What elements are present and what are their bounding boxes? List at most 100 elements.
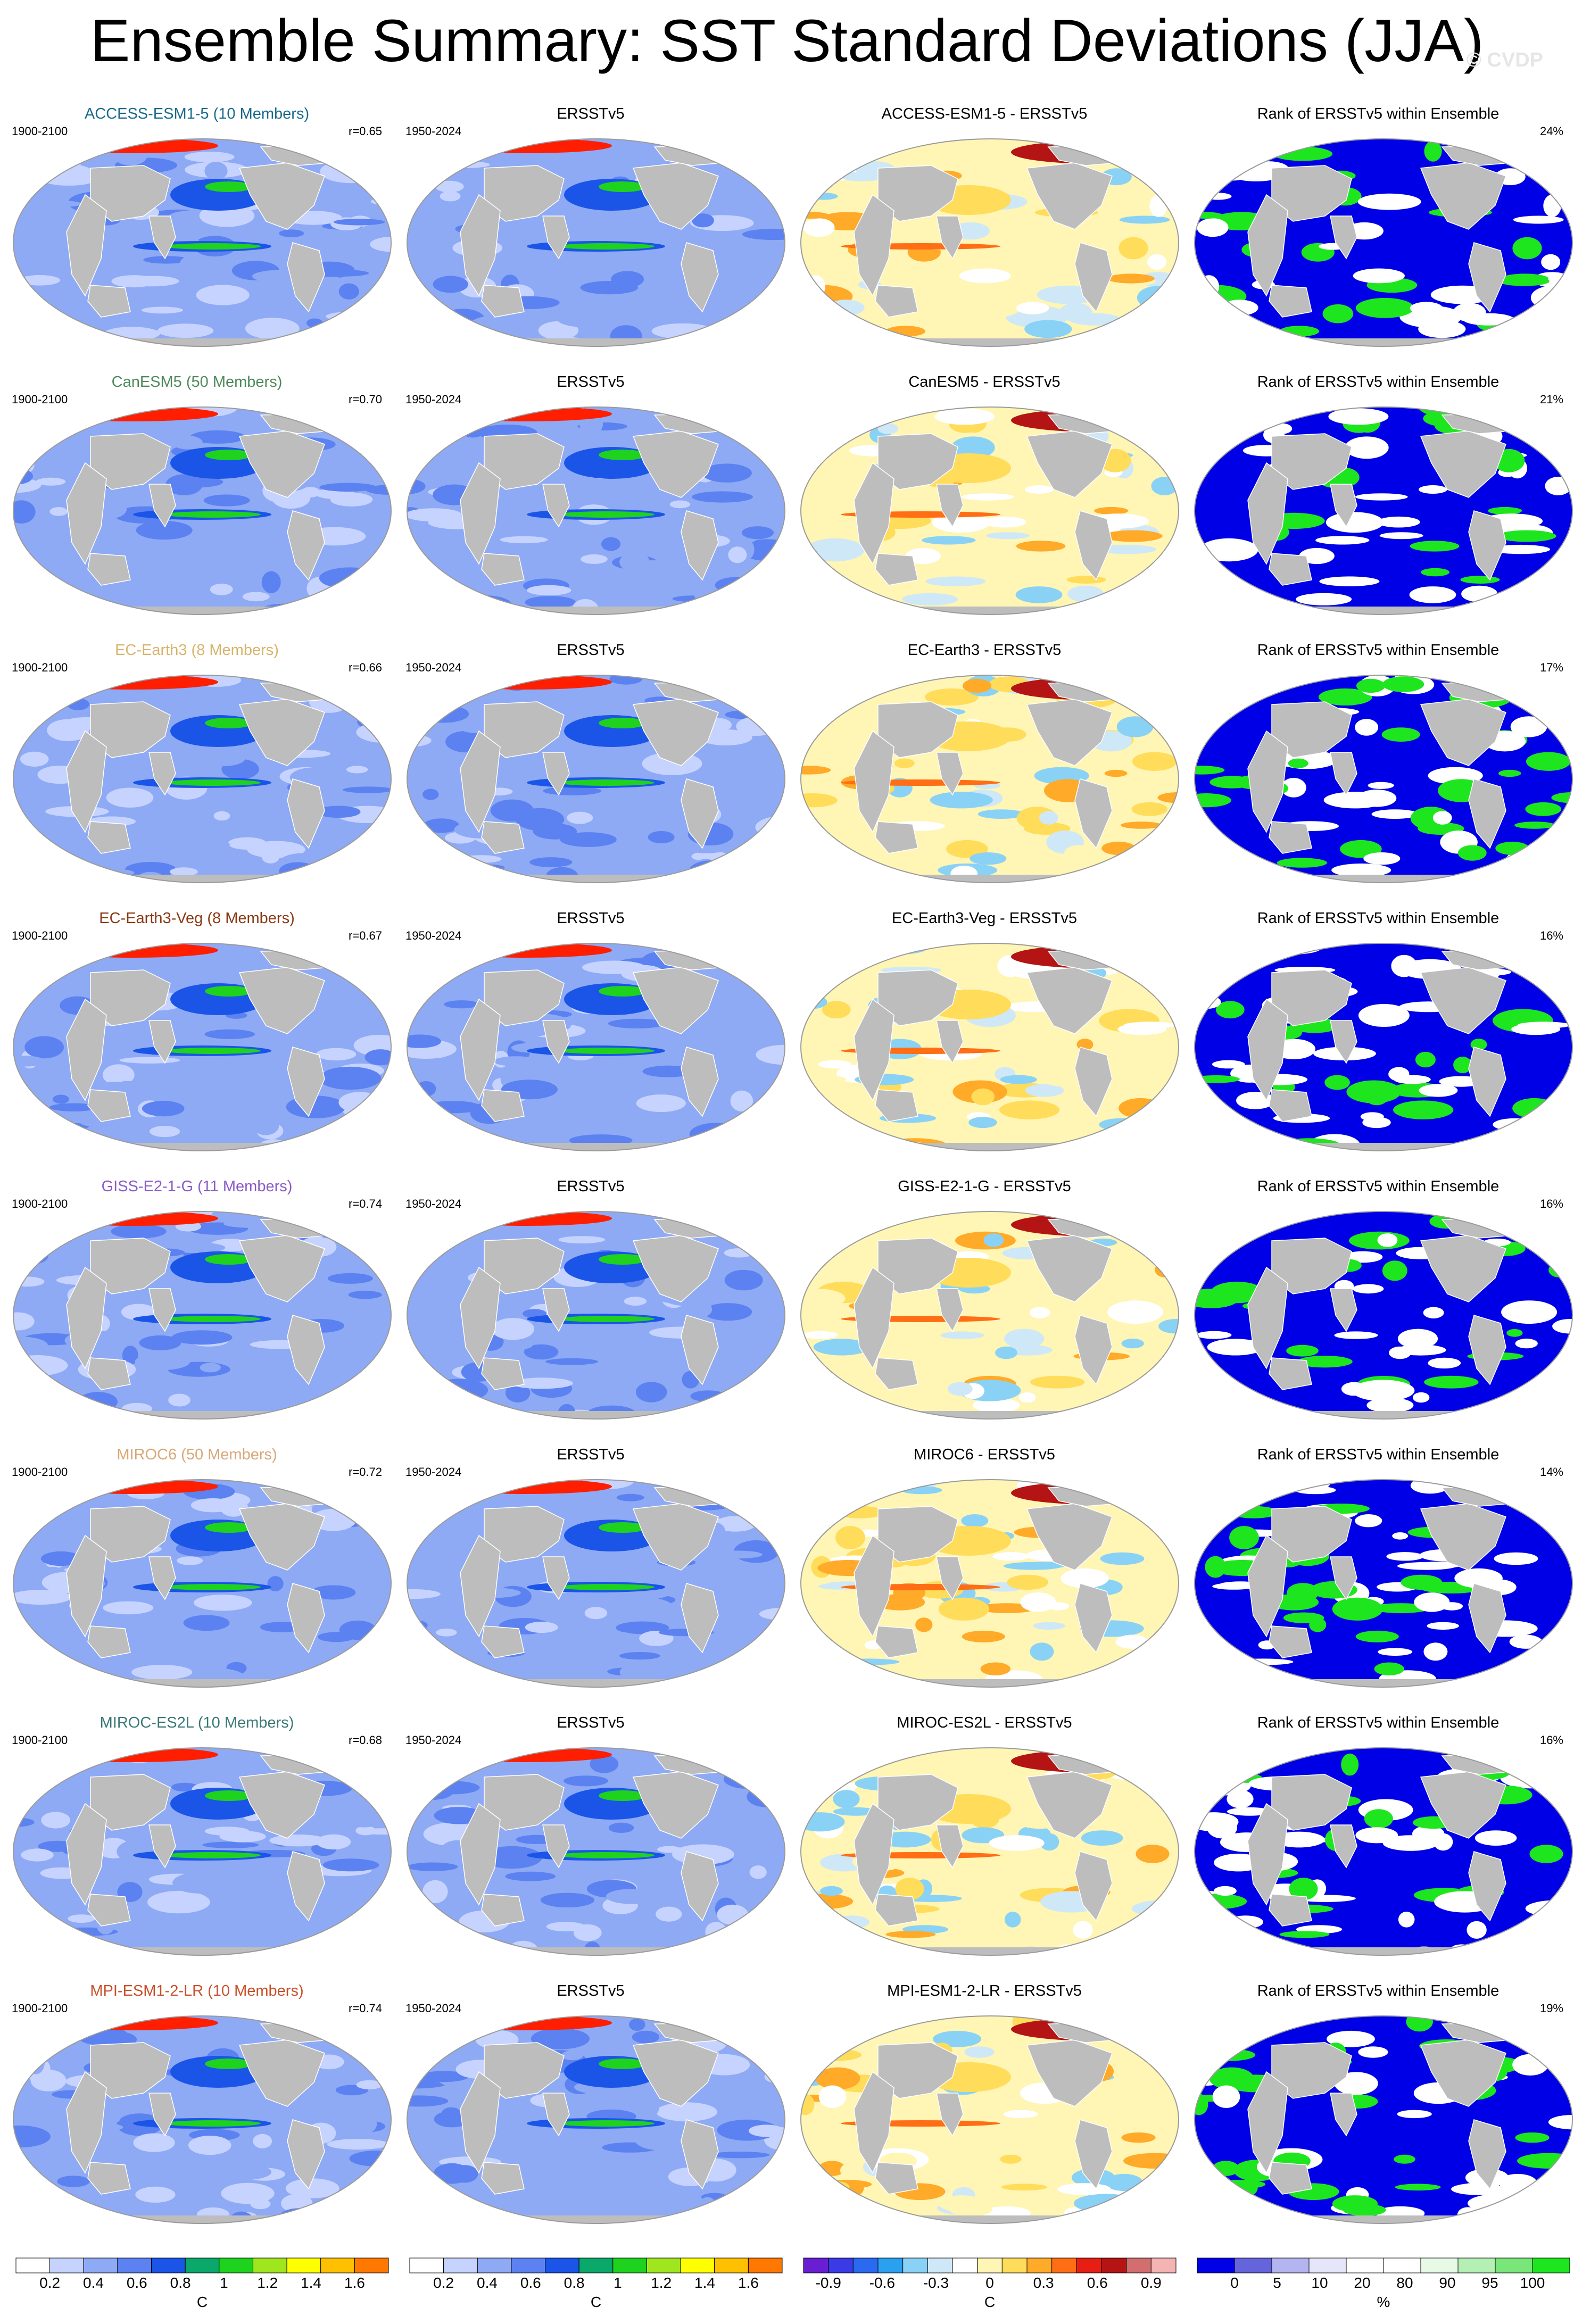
colorbar-swatch: [151, 2257, 186, 2273]
colorbar-tick-label: 20: [1354, 2275, 1370, 2291]
panel-rank-percent: 16%: [1539, 1733, 1563, 1747]
map-obs: [404, 1745, 788, 1958]
map-obs: [404, 1209, 788, 1422]
map-panel-diff: MIROC6 - ERSSTv5: [788, 1446, 1181, 1696]
colorbar-swatch: [219, 2257, 253, 2273]
colorbar-tick-label: 0.4: [83, 2275, 104, 2291]
panel-correlation: r=0.67: [349, 929, 382, 942]
colorbar-tick-label: 0.6: [1087, 2275, 1108, 2291]
map-rank: [1192, 2013, 1574, 2226]
panel-rank-percent: 16%: [1539, 929, 1563, 942]
map-panel-rank: Rank of ERSSTv5 within Ensemble 17%: [1181, 642, 1574, 892]
map-panel-ensemble: MIROC6 (50 Members) 1900-2100 r=0.72: [0, 1446, 394, 1696]
colorbar-swatch: [952, 2257, 978, 2273]
panel-title: ERSSTv5: [557, 374, 625, 391]
colorbar-swatch: [1026, 2257, 1053, 2273]
map-panel-diff: EC-Earth3-Veg - ERSSTv5: [788, 910, 1181, 1160]
colorbar-swatch: [1234, 2257, 1272, 2273]
map-diff: [798, 941, 1181, 1153]
map-obs: [404, 941, 788, 1153]
map-rank: [1192, 1745, 1574, 1958]
map-panel-ensemble: MPI-ESM1-2-LR (10 Members) 1900-2100 r=0.7…: [0, 1982, 394, 2232]
map-panel-rank: Rank of ERSSTv5 within Ensemble 14%: [1181, 1446, 1574, 1696]
panel-title: Rank of ERSSTv5 within Ensemble: [1257, 105, 1500, 122]
map-ensemble: [11, 404, 394, 617]
colorbar-swatch: [1001, 2257, 1028, 2273]
map-panel-ensemble: GISS-E2-1-G (11 Members) 1900-2100 r=0.74: [0, 1178, 394, 1428]
colorbar-tick-label: 95: [1481, 2275, 1498, 2291]
colorbar-tick-label: 0.6: [127, 2275, 147, 2291]
colorbar-unit-label: C: [197, 2294, 208, 2310]
map-rank: [1192, 673, 1574, 885]
colorbar-tick-label: 1: [614, 2275, 622, 2291]
colorbar-tick-label: 100: [1520, 2275, 1545, 2291]
map-panel-ensemble: CanESM5 (50 Members) 1900-2100 r=0.70: [0, 374, 394, 624]
map-panel-obs: ERSSTv5 1950-2024: [394, 1714, 788, 1964]
colorbar-swatch: [714, 2257, 749, 2273]
map-panel-diff: CanESM5 - ERSSTv5: [788, 374, 1181, 624]
map-panel-ensemble: EC-Earth3-Veg (8 Members) 1900-2100 r=0.67: [0, 910, 394, 1160]
colorbar-swatch: [1126, 2257, 1151, 2273]
panel-title: ERSSTv5: [557, 1714, 625, 1731]
colorbar-swatch: [612, 2257, 647, 2273]
map-panel-rank: Rank of ERSSTv5 within Ensemble 21%: [1181, 374, 1574, 624]
map-diff: [798, 1477, 1181, 1690]
colorbar-tick-label: 1.6: [738, 2275, 759, 2291]
panel-title: MIROC6 (50 Members): [117, 1446, 277, 1463]
colorbar-swatch: [877, 2257, 904, 2273]
panel-title: Rank of ERSSTv5 within Ensemble: [1257, 1446, 1500, 1463]
colorbar-obs: 0.2 0.4 0.6 0.8 1 1.2 1.4 1.6 C: [404, 2257, 788, 2317]
colorbar-swatch: [49, 2257, 84, 2273]
map-panel-obs: ERSSTv5 1950-2024: [394, 1178, 788, 1428]
colorbar-swatch: [320, 2257, 355, 2273]
colorbar-swatch: [253, 2257, 287, 2273]
panel-period: 1950-2024: [405, 929, 462, 942]
panel-rank-percent: 14%: [1539, 1465, 1563, 1479]
cvdp-watermark: © CVDP: [1466, 49, 1543, 71]
colorbar-diff: -0.9 -0.6 -0.3 0 0.3 0.6 0.9 C: [798, 2257, 1181, 2317]
colorbar-tick-label: 5: [1273, 2275, 1281, 2291]
map-panel-obs: ERSSTv5 1950-2024: [394, 374, 788, 624]
colorbar-tick-label: 1: [220, 2275, 228, 2291]
colorbar-swatch: [545, 2257, 579, 2273]
panel-title: ERSSTv5: [557, 105, 625, 122]
map-diff: [798, 404, 1181, 617]
panel-rank-percent: 19%: [1539, 2002, 1563, 2015]
colorbar-swatch: [927, 2257, 953, 2273]
colorbar-tick-label: 0.4: [477, 2275, 498, 2291]
map-diff: [798, 1745, 1181, 1958]
panel-correlation: r=0.74: [349, 1197, 382, 1210]
panel-title: MIROC-ES2L - ERSSTv5: [897, 1714, 1072, 1731]
map-ensemble: [11, 1745, 394, 1958]
panel-period: 1900-2100: [12, 929, 68, 942]
panel-correlation: r=0.66: [349, 661, 382, 674]
map-rank: [1192, 941, 1574, 1153]
map-ensemble: [11, 673, 394, 885]
colorbar-swatch: [828, 2257, 854, 2273]
panel-period: 1950-2024: [405, 661, 462, 674]
colorbar-swatch: [286, 2257, 321, 2273]
colorbar-swatch: [1346, 2257, 1384, 2273]
panel-title: EC-Earth3 (8 Members): [115, 642, 279, 659]
colorbar-swatch: [477, 2257, 512, 2273]
map-panel-rank: Rank of ERSSTv5 within Ensemble 19%: [1181, 1982, 1574, 2232]
panel-title: MIROC-ES2L (10 Members): [100, 1714, 294, 1731]
colorbar-tick-label: 1.2: [257, 2275, 278, 2291]
colorbar-swatch: [1076, 2257, 1102, 2273]
colorbar-swatch: [117, 2257, 152, 2273]
panel-title: MPI-ESM1-2-LR (10 Members): [90, 1982, 304, 1999]
colorbar-tick-label: 0.8: [170, 2275, 191, 2291]
map-ensemble: [11, 2013, 394, 2226]
colorbar-tick-label: 0.9: [1141, 2275, 1162, 2291]
map-panel-rank: Rank of ERSSTv5 within Ensemble 24%: [1181, 105, 1574, 355]
panel-title: EC-Earth3 - ERSSTv5: [907, 642, 1062, 659]
map-rank: [1192, 136, 1574, 349]
panel-title: ERSSTv5: [557, 1982, 625, 1999]
colorbar-tick-label: 0: [1230, 2275, 1239, 2291]
map-obs: [404, 2013, 788, 2226]
colorbar-swatch: [443, 2257, 478, 2273]
map-panel-obs: ERSSTv5 1950-2024: [394, 910, 788, 1160]
colorbar-tick-label: 1.2: [651, 2275, 672, 2291]
panel-period: 1900-2100: [12, 661, 68, 674]
